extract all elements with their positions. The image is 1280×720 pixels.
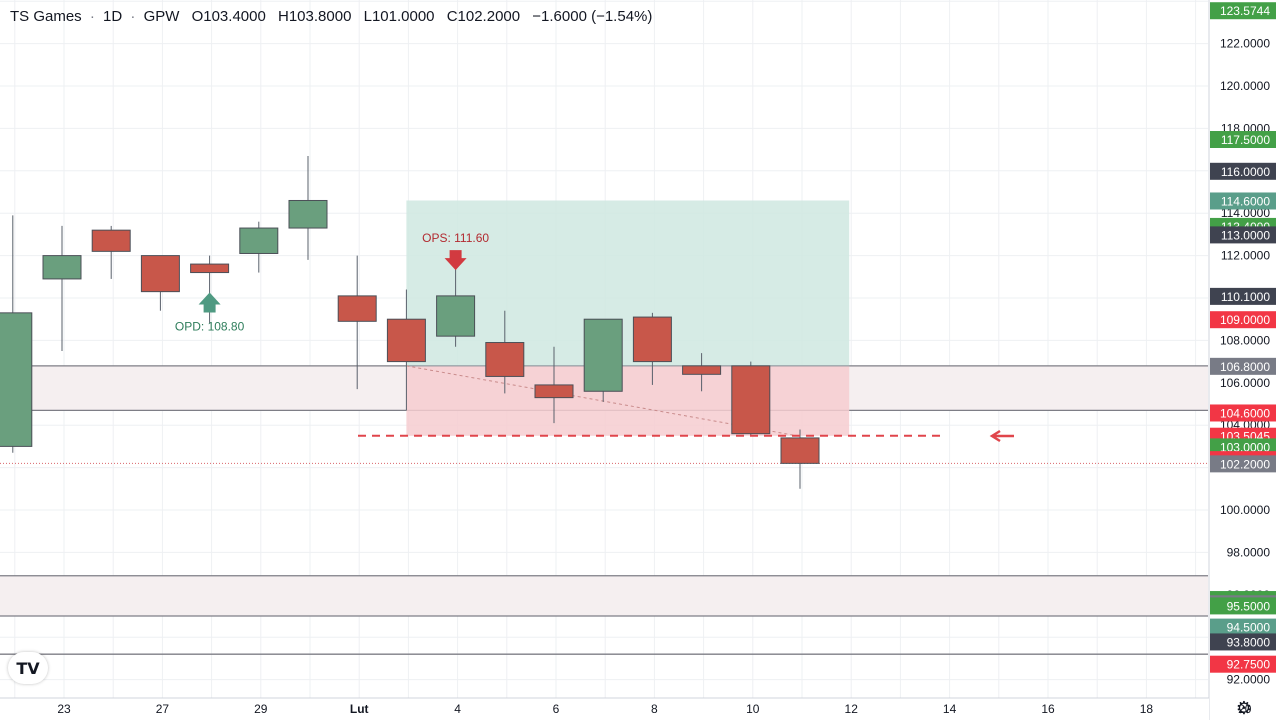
price-badge-label: 94.5000 <box>1227 621 1271 635</box>
x-tick-label: 29 <box>254 702 268 716</box>
zone-band <box>0 575 1208 616</box>
y-tick-label: 92.0000 <box>1227 673 1271 687</box>
price-badge-label: 104.6000 <box>1220 406 1270 420</box>
candle-body <box>140 255 180 293</box>
price-badge-label: 117.5000 <box>1221 133 1270 147</box>
x-tick-label: 10 <box>746 702 760 716</box>
x-tick-label: 23 <box>57 702 71 716</box>
legend-symbol: TS Games <box>10 8 82 25</box>
y-tick-label: 106.0000 <box>1220 376 1270 390</box>
x-tick-label: 4 <box>454 702 461 716</box>
price-badge <box>1210 455 1276 473</box>
candle-body <box>0 312 33 447</box>
candle-body <box>632 316 672 363</box>
price-badge <box>1210 618 1276 636</box>
y-tick-label: 100.0000 <box>1220 503 1270 517</box>
candle-body <box>731 365 771 435</box>
price-badge <box>1210 192 1276 210</box>
y-tick-label: 114.0000 <box>1221 206 1270 220</box>
candle-body <box>682 365 722 375</box>
price-badge-label: 114.6000 <box>1221 194 1270 208</box>
legend-close-value: 102.2000 <box>457 8 521 25</box>
price-badge-label: 103.0000 <box>1220 440 1270 454</box>
price-badge-label: 113.0000 <box>1221 228 1270 242</box>
legend-open-value: 103.4000 <box>203 8 266 25</box>
candle-body <box>42 255 82 280</box>
price-badge <box>1210 404 1276 422</box>
legend-interval[interactable]: 1D <box>103 8 123 25</box>
tradingview-logo-icon[interactable]: TV <box>8 652 48 684</box>
price-badge-label: 92.7500 <box>1227 658 1271 672</box>
price-badge-label: 93.8000 <box>1227 635 1271 649</box>
chart-legend: TS Games · 1D · GPW O103.4000 H103.8000 … <box>10 8 652 25</box>
y-tick-label: 108.0000 <box>1220 333 1270 347</box>
price-badge <box>1210 2 1276 20</box>
position-target-zone[interactable] <box>406 200 850 366</box>
candle-body <box>91 229 131 252</box>
x-tick-label: 6 <box>553 702 560 716</box>
left-arrow-icon <box>989 429 1014 443</box>
legend-separator: · <box>89 8 95 25</box>
price-badge <box>1210 131 1276 148</box>
legend-exchange: GPW <box>143 8 180 25</box>
time-axis[interactable] <box>0 698 1209 720</box>
legend-low-value: 101.0000 <box>371 8 435 25</box>
price-badge <box>1210 287 1276 305</box>
buy-signal-label: OPD: 108.80 <box>175 319 245 333</box>
y-tick-label: 98.0000 <box>1227 545 1271 559</box>
price-badge-label: 116.0000 <box>1221 165 1270 179</box>
x-tick-label: 27 <box>156 702 170 716</box>
buy-arrow-icon <box>198 292 221 313</box>
candle-body <box>337 295 377 322</box>
legend-low-label: L <box>363 8 372 25</box>
price-badge-label: 102.2000 <box>1220 457 1270 471</box>
y-tick-label: 112.0000 <box>1221 249 1270 263</box>
candle-body <box>534 384 574 399</box>
price-badge <box>1210 226 1276 244</box>
candle-body <box>190 263 230 274</box>
legend-separator: · <box>130 8 136 25</box>
sell-arrow-icon <box>444 250 467 271</box>
price-badge <box>1210 597 1276 615</box>
candle-body <box>288 199 328 229</box>
sell-signal-label: OPS: 111.60 <box>422 231 489 245</box>
x-tick-label: 12 <box>845 702 859 716</box>
price-badge-label: 95.5000 <box>1227 599 1271 613</box>
x-tick-label: Lut <box>350 702 369 716</box>
price-badge-label: 123.5744 <box>1220 4 1270 18</box>
candle-body <box>436 295 476 337</box>
candle-body <box>239 227 279 254</box>
price-badge <box>1210 162 1276 180</box>
price-badge <box>1210 655 1276 673</box>
x-tick-label: 16 <box>1041 702 1055 716</box>
price-badge-label: 109.0000 <box>1220 313 1270 327</box>
y-tick-label: 122.0000 <box>1220 37 1270 51</box>
x-tick-label: 8 <box>651 702 658 716</box>
legend-high-label: H <box>278 8 289 25</box>
x-tick-label: 14 <box>943 702 957 716</box>
price-badge-label: 106.8000 <box>1220 360 1270 374</box>
x-tick-label: 20 <box>1238 702 1252 716</box>
legend-high-value: 103.8000 <box>288 8 352 25</box>
price-badge-label: 110.1000 <box>1221 290 1270 304</box>
price-badge <box>1210 311 1276 329</box>
candle-body <box>780 437 820 464</box>
price-badge <box>1210 633 1276 651</box>
position-stop-zone[interactable] <box>406 365 850 436</box>
legend-change: −1.6000 (−1.54%) <box>532 8 653 25</box>
x-tick-label: 18 <box>1140 702 1154 716</box>
price-badge <box>1210 357 1276 375</box>
gear-icon[interactable]: ⚙ <box>1235 697 1253 719</box>
legend-close-label: C <box>446 8 458 25</box>
candle-body <box>485 342 525 377</box>
y-tick-label: 120.0000 <box>1220 79 1270 93</box>
legend-open-label: O <box>191 8 204 25</box>
candle-body <box>583 318 623 392</box>
candle-body <box>386 318 426 363</box>
